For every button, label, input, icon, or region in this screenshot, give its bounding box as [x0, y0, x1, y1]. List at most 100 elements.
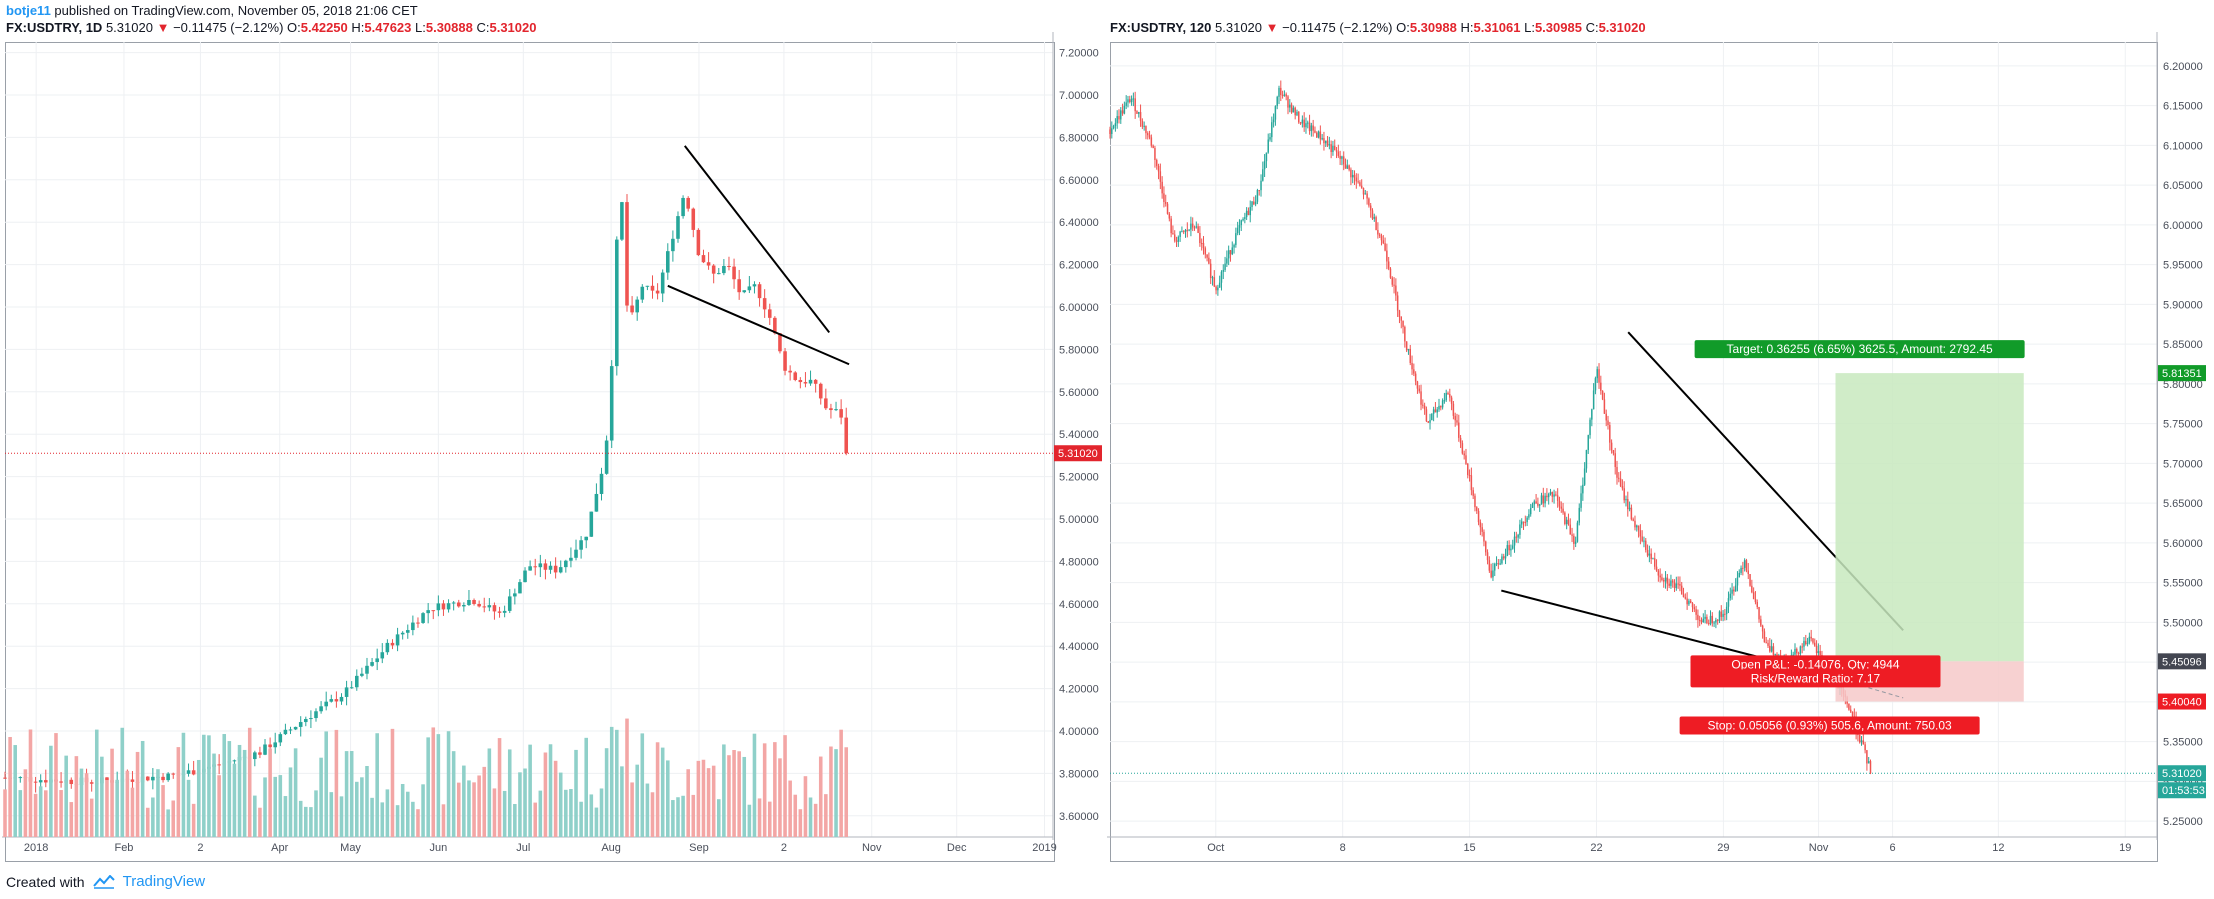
right-candle	[1307, 122, 1309, 124]
left-volume-bar	[538, 790, 543, 837]
right-candle	[1596, 369, 1598, 379]
left-xtick-label: Jun	[429, 842, 447, 854]
left-xtick-label: Feb	[114, 842, 133, 854]
right-candle	[1797, 653, 1800, 655]
right-candle	[1127, 99, 1129, 103]
right-candle	[1262, 169, 1264, 181]
right-candle	[1594, 378, 1597, 391]
left-candle	[686, 197, 690, 209]
left-ytick-label: 7.20000	[1059, 48, 1099, 60]
left-volume-bar	[278, 775, 283, 837]
right-legend: FX:USDTRY, 120 5.31020 ▼ −0.11475 (−2.12…	[1110, 20, 1646, 35]
right-candle	[1524, 522, 1527, 524]
published-text: published on TradingView.com, November 0…	[54, 3, 418, 18]
left-candle	[604, 440, 609, 474]
left-volume-bar	[54, 733, 58, 837]
left-volume-bar	[818, 756, 823, 837]
right-candle	[1168, 213, 1171, 219]
left-candle	[431, 610, 436, 612]
left-candle	[171, 773, 176, 775]
right-candle	[1116, 116, 1118, 124]
left-last-price-tag	[1054, 445, 1102, 462]
right-candle	[1810, 636, 1812, 639]
right-candle	[1188, 229, 1190, 231]
right-candle	[1592, 390, 1595, 410]
left-volume-bar	[798, 809, 803, 837]
left-volume-bar	[584, 737, 588, 837]
right-candle	[1172, 233, 1174, 235]
left-candle	[263, 744, 267, 755]
left-xtick-label: Apr	[271, 842, 288, 854]
left-ytick-label: 5.00000	[1059, 514, 1099, 526]
left-candle	[620, 202, 624, 240]
right-open-label: O:	[1396, 20, 1410, 35]
left-ytick-label: 6.40000	[1059, 217, 1099, 229]
left-candle	[451, 602, 456, 604]
tradingview-brand-link[interactable]: TradingView	[122, 873, 206, 890]
right-candle	[1774, 654, 1776, 656]
left-candle	[232, 760, 237, 762]
right-candle	[1147, 133, 1149, 136]
left-volume-bar	[217, 775, 221, 837]
right-candle	[1335, 150, 1338, 152]
right-candle	[1805, 640, 1807, 645]
right-candle	[1301, 119, 1304, 124]
right-candle	[1670, 580, 1672, 586]
right-candle	[1801, 646, 1803, 648]
right-candle	[1220, 271, 1223, 283]
left-volume-bar	[645, 783, 650, 837]
left-candle	[711, 265, 716, 274]
left-volume-bar	[727, 755, 731, 837]
right-candle	[1407, 348, 1410, 351]
right-candle	[1456, 420, 1458, 423]
right-candle	[1689, 600, 1692, 604]
right-candle	[1567, 519, 1570, 525]
left-volume-bar	[518, 772, 522, 837]
right-candle	[1294, 107, 1296, 116]
right-candle	[1722, 613, 1724, 617]
right-candle	[1111, 128, 1113, 134]
left-candle	[660, 272, 665, 294]
left-volume-bar	[528, 744, 532, 837]
left-candle	[33, 781, 38, 783]
left-volume-bar	[380, 802, 385, 837]
right-candle	[1591, 409, 1593, 420]
target-zone	[1835, 373, 2024, 662]
left-candle	[462, 605, 466, 607]
right-candle	[1231, 247, 1234, 255]
right-candle	[1413, 369, 1415, 374]
right-candle	[1486, 552, 1489, 561]
left-candle	[844, 417, 849, 454]
left-volume-bar	[258, 807, 262, 837]
right-candle	[1734, 585, 1737, 592]
right-candle	[1709, 615, 1712, 625]
left-candle	[467, 600, 471, 606]
right-candle	[1366, 193, 1368, 199]
right-ytick-label: 5.25000	[2163, 816, 2203, 828]
left-volume-bar	[808, 797, 813, 837]
right-ytick-label: 5.85000	[2163, 339, 2203, 351]
right-candle	[1199, 232, 1201, 244]
right-candle	[1182, 231, 1185, 233]
right-candle	[1758, 606, 1760, 620]
left-candle	[589, 511, 594, 537]
right-candle	[1643, 540, 1645, 542]
left-candle	[716, 273, 721, 275]
left-upper-trendline	[683, 145, 831, 334]
right-candle	[1546, 495, 1548, 498]
right-candle	[1858, 734, 1861, 743]
left-volume-bar	[171, 800, 176, 837]
author-link[interactable]: botje11	[6, 3, 51, 18]
left-volume-bar	[523, 768, 527, 837]
left-volume-bar	[120, 727, 125, 837]
left-candle	[788, 370, 792, 373]
right-candle	[1305, 123, 1307, 128]
right-candle	[1129, 99, 1131, 103]
left-volume-bar	[676, 797, 680, 837]
right-candle	[1452, 403, 1455, 416]
right-candle	[1461, 443, 1464, 454]
left-ytick-label: 4.00000	[1059, 726, 1099, 738]
left-candle	[742, 290, 747, 293]
left-volume-bar	[548, 744, 553, 837]
